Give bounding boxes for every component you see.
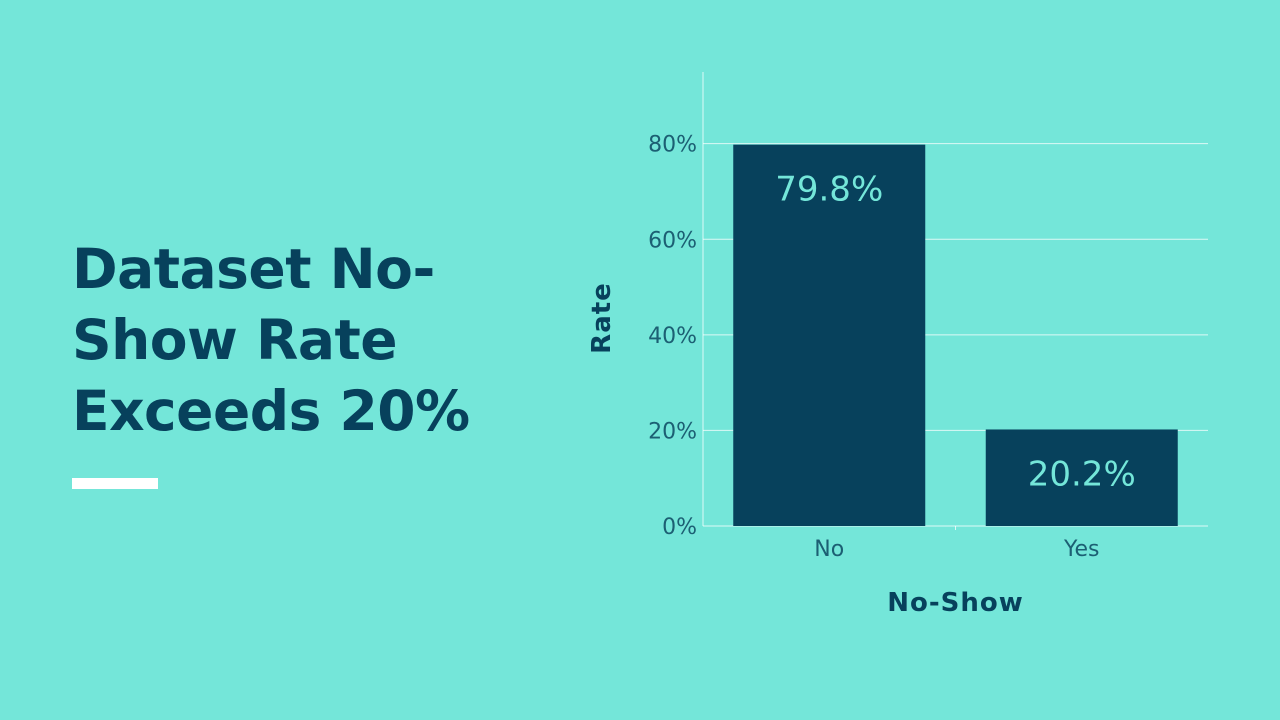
y-tick-label-0: 0%: [662, 515, 697, 540]
bar-value-label-no: 79.8%: [775, 170, 883, 210]
y-tick-label-4: 80%: [648, 133, 697, 158]
bar-yes: [985, 429, 1178, 526]
slide-title: Dataset No-Show Rate Exceeds 20%: [72, 237, 470, 443]
title-underline-rule: [72, 478, 158, 489]
bar-no: [733, 144, 926, 526]
y-tick-label-1: 20%: [648, 419, 697, 444]
y-axis-ticks: 0% 20% 40% 60% 80%: [648, 133, 697, 540]
x-tick-label-yes: Yes: [1063, 537, 1100, 562]
bar-value-label-yes: 20.2%: [1028, 454, 1136, 494]
x-tick-label-no: No: [814, 537, 844, 562]
y-axis-title: Rate: [587, 282, 617, 354]
bars: 79.8% 20.2%: [733, 144, 1178, 526]
x-axis-title: No-Show: [887, 588, 1024, 618]
x-axis-ticks: No Yes: [814, 526, 1100, 562]
y-tick-label-3: 60%: [648, 228, 697, 253]
y-tick-label-2: 40%: [648, 324, 697, 349]
